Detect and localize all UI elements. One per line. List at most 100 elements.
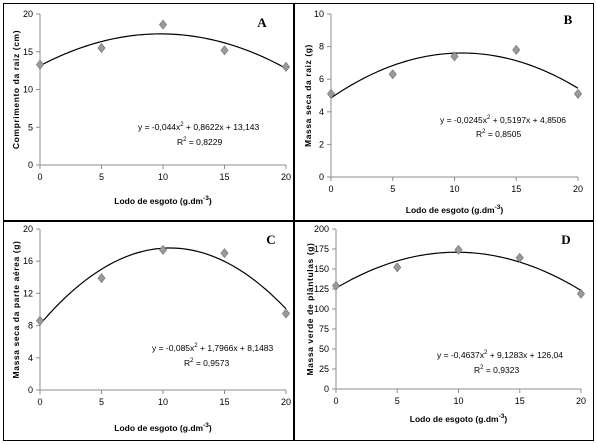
panel-frame: [294, 3, 594, 221]
y-tick-label: 5: [28, 122, 33, 132]
x-axis-title-text: Lodo de esgoto (g.dm: [114, 423, 203, 433]
data-point: [97, 42, 106, 53]
panel-d: 0 25 50 75 100 125 150 175 200 0 5 10 15 20 Lodo de es…: [294, 221, 594, 441]
equation-sup: 2: [180, 122, 184, 128]
r-squared-value: = 0,9573: [193, 358, 229, 368]
x-axis-title: Lodo de esgoto (g.dm-3): [406, 204, 504, 215]
data-point: [577, 288, 585, 299]
x-axis-title: Lodo de esgoto (g.dm-3): [114, 422, 212, 433]
y-tick-label: 0: [28, 385, 33, 395]
regression-equation: y = -0,044x2 + 0,8622x + 13,143: [138, 122, 260, 132]
x-axis-title-end: ): [209, 423, 212, 433]
equation-text-end: + 0,5197x + 4,8506: [490, 115, 566, 125]
r-squared-text: R: [474, 365, 480, 375]
x-tick-label: 20: [281, 397, 291, 407]
y-tick-label: 10: [314, 9, 324, 19]
r-squared-sup: 2: [482, 129, 486, 135]
x-axis-title-end: ): [500, 205, 503, 215]
data-point: [388, 69, 397, 80]
y-axis-title: Massa seca da parte aérea (g): [11, 241, 21, 379]
data-point: [574, 88, 582, 99]
x-axis-title: Lodo de esgoto (g.dm-3): [410, 413, 508, 424]
x-tick-label: 5: [390, 184, 395, 194]
y-tick-label: 15: [23, 47, 33, 57]
equation-text: y = -0,4637x: [437, 350, 485, 360]
x-axis-title-text: Lodo de esgoto (g.dm: [406, 205, 495, 215]
x-tick-label: 15: [515, 396, 525, 406]
panel-letter: A: [257, 15, 267, 30]
x-tick-label: 5: [395, 396, 400, 406]
y-tick-label: 0: [324, 384, 329, 394]
data-point: [282, 61, 290, 72]
data-point: [332, 280, 340, 291]
x-axis-title: Lodo de esgoto (g.dm-3): [114, 195, 212, 206]
y-tick-label: 125: [314, 284, 329, 294]
r-squared-value: = 0,8229: [186, 137, 222, 147]
y-tick-label: 100: [314, 304, 329, 314]
r-squared: R2 = 0,8505: [476, 129, 521, 139]
x-tick-label: 0: [328, 184, 333, 194]
y-tick-label: 175: [314, 244, 329, 254]
regression-equation: y = -0,085x2 + 1,7966x + 8,1483: [152, 343, 274, 353]
panel-a: 0 5 10 15 20 0 5 10 15 20 Lodo de esgoto (g.dm-3) C…: [3, 3, 294, 221]
panel-letter: D: [561, 232, 570, 247]
y-tick-label: 20: [23, 9, 33, 19]
r-squared-text: R: [177, 137, 183, 147]
data-point: [159, 19, 167, 30]
y-tick-label: 0: [319, 172, 324, 182]
trendline-curve: [39, 33, 287, 69]
data-point: [159, 244, 167, 255]
x-tick-label: 15: [219, 397, 229, 407]
x-axis-title-sup: -3: [203, 422, 209, 429]
x-axis-title-sup: -3: [495, 204, 501, 211]
y-tick-label: 150: [314, 264, 329, 274]
data-point: [454, 244, 463, 255]
x-tick-label: 20: [281, 172, 291, 182]
equation-text-end: + 0,8622x + 13,143: [184, 122, 260, 132]
data-point: [36, 315, 44, 326]
x-axis-title-end: ): [209, 196, 212, 206]
x-axis-title-end: ): [504, 414, 507, 424]
r-squared-sup: 2: [183, 137, 187, 143]
y-tick-label: 12: [23, 288, 33, 298]
y-tick-label: 20: [23, 224, 33, 234]
r-squared-text: R: [184, 358, 190, 368]
y-tick-label: 4: [28, 353, 33, 363]
equation-text-end: + 9,1283x + 126,04: [487, 350, 563, 360]
r-squared-value: = 0,8505: [485, 129, 521, 139]
y-tick-label: 10: [23, 85, 33, 95]
equation-text: y = -0,0245x: [440, 115, 488, 125]
data-point: [220, 248, 229, 259]
panel-frame: [294, 221, 594, 441]
y-tick-label: 16: [23, 256, 33, 266]
x-tick-label: 0: [37, 172, 42, 182]
r-squared-sup: 2: [480, 365, 484, 371]
equation-sup: 2: [484, 350, 488, 356]
y-axis-title: Massa verde de plântulas (g): [305, 242, 315, 375]
y-tick-label: 50: [319, 344, 329, 354]
data-point: [512, 44, 521, 55]
y-tick-label: 6: [319, 74, 324, 84]
equation-text-end: + 1,7966x + 8,1483: [198, 343, 274, 353]
x-tick-label: 10: [453, 396, 463, 406]
data-point: [97, 273, 106, 284]
y-tick-label: 2: [319, 139, 324, 149]
panel-frame: [3, 221, 294, 441]
x-tick-label: 5: [99, 172, 104, 182]
equation-sup: 2: [194, 343, 198, 349]
x-tick-label: 0: [37, 397, 42, 407]
r-squared: R2 = 0,8229: [177, 137, 222, 147]
x-tick-label: 20: [576, 396, 586, 406]
regression-equation: y = -0,4637x2 + 9,1283x + 126,04: [437, 350, 563, 360]
x-tick-label: 10: [158, 172, 168, 182]
x-tick-label: 20: [573, 184, 583, 194]
regression-equation: y = -0,0245x2 + 0,5197x + 4,8506: [440, 115, 566, 125]
x-tick-label: 15: [511, 184, 521, 194]
panel-frame: [3, 3, 294, 221]
panel-c: 0 4 8 12 16 20 0 5 10 15 20 Lodo de esgoto (g.dm-3)…: [3, 221, 294, 441]
data-point: [450, 51, 459, 62]
r-squared-text: R: [476, 129, 482, 139]
x-tick-label: 10: [449, 184, 459, 194]
y-tick-label: 0: [28, 160, 33, 170]
y-tick-label: 200: [314, 224, 329, 234]
